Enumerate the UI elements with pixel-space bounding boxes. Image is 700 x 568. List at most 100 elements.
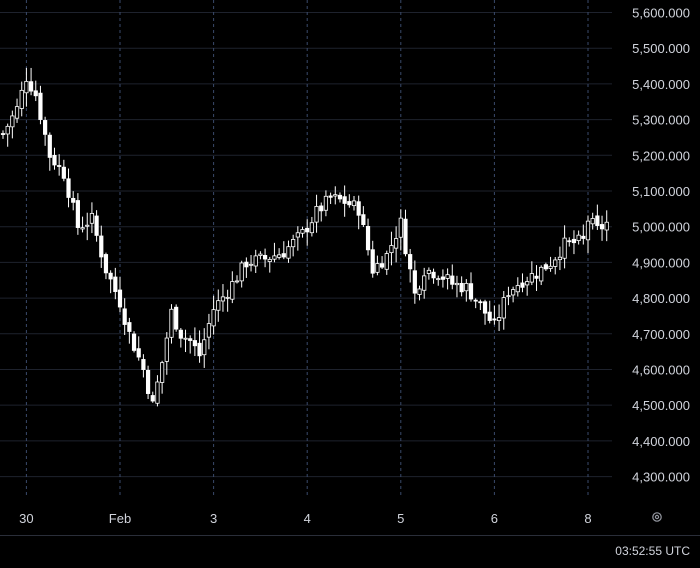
x-tick-label: 6 xyxy=(491,511,498,526)
candle-body xyxy=(225,296,230,299)
candle-body xyxy=(482,301,488,314)
candle-body xyxy=(333,194,338,197)
candle-body xyxy=(403,218,408,255)
candle xyxy=(80,216,85,233)
utc-clock[interactable]: 03:52:55 UTC xyxy=(615,544,690,558)
candle-body xyxy=(319,205,324,212)
candle-body xyxy=(122,308,127,325)
candle xyxy=(604,210,609,242)
candle xyxy=(14,98,20,123)
candle-body xyxy=(412,270,417,294)
candle-body xyxy=(595,215,600,226)
candle-body xyxy=(295,232,300,238)
candle-body xyxy=(43,120,48,135)
y-tick-label: 5,400.000 xyxy=(632,77,690,92)
candle-body xyxy=(431,271,436,279)
candle-body xyxy=(356,201,361,216)
candle-body xyxy=(262,255,268,260)
candle-body xyxy=(183,337,188,340)
candle-body xyxy=(389,245,394,254)
candle xyxy=(141,354,146,378)
candle-body xyxy=(47,134,52,158)
candle xyxy=(365,218,371,256)
y-tick-label: 4,400.000 xyxy=(632,434,690,449)
candle xyxy=(291,234,296,257)
candle-body xyxy=(375,263,380,273)
candle xyxy=(145,365,151,400)
candle-body xyxy=(239,262,244,282)
candle-body xyxy=(272,255,277,260)
candle-body xyxy=(206,323,212,338)
candle-body xyxy=(590,218,595,225)
candle xyxy=(188,335,193,354)
candle-body xyxy=(342,196,347,204)
candle xyxy=(216,289,221,322)
candle xyxy=(94,210,99,242)
candle-body xyxy=(473,299,478,302)
candle-body xyxy=(80,227,85,230)
candle xyxy=(333,186,338,205)
candle xyxy=(202,328,207,368)
candle xyxy=(398,209,403,251)
candle-body xyxy=(291,239,296,248)
candle xyxy=(426,267,431,280)
candle xyxy=(57,154,62,176)
candlestick-chart[interactable]: 5,600.000 5,500.000 5,400.000 5,300.000 5,20… xyxy=(0,0,700,535)
candle xyxy=(38,85,43,125)
candle xyxy=(459,276,464,297)
candle-body xyxy=(127,322,132,332)
candle-body xyxy=(515,285,520,293)
candle xyxy=(267,256,272,273)
candle xyxy=(220,284,226,312)
candle xyxy=(117,277,123,313)
candle-body xyxy=(436,278,441,281)
candle-body xyxy=(57,165,62,167)
candle-body xyxy=(599,224,605,230)
candle-body xyxy=(408,254,413,270)
candle-body xyxy=(141,359,146,370)
gear-icon xyxy=(652,512,662,522)
candle xyxy=(370,240,375,278)
candle-body xyxy=(300,229,305,234)
candle-body xyxy=(398,217,403,238)
candle-body xyxy=(496,317,502,322)
candle-body xyxy=(553,259,558,267)
candle-body xyxy=(234,280,240,283)
y-tick-label: 4,700.000 xyxy=(632,327,690,342)
candle-body xyxy=(277,254,282,258)
candle xyxy=(295,226,300,251)
candle-body xyxy=(75,200,80,228)
candle-body xyxy=(38,92,43,120)
y-axis: 5,600.000 5,500.000 5,400.000 5,300.000 5,20… xyxy=(632,5,690,484)
candle-body xyxy=(562,237,567,259)
candle xyxy=(89,202,95,234)
candle-body xyxy=(529,273,534,283)
candle-body xyxy=(450,275,455,285)
candle xyxy=(571,230,577,255)
candle-body xyxy=(440,276,446,280)
candle-body xyxy=(511,289,516,296)
candle-body xyxy=(305,227,310,233)
candle xyxy=(277,248,282,260)
candle xyxy=(487,300,492,324)
candle xyxy=(567,237,572,247)
candle xyxy=(314,194,319,233)
candle-body xyxy=(5,125,10,135)
candle-body xyxy=(454,282,460,286)
candle xyxy=(501,291,506,330)
candle xyxy=(525,276,530,296)
candle xyxy=(468,272,474,302)
candle-body xyxy=(394,238,399,249)
candle xyxy=(520,273,525,293)
candle xyxy=(482,299,488,325)
candle xyxy=(272,242,277,263)
y-tick-label: 4,600.000 xyxy=(632,362,690,377)
candle-body xyxy=(131,333,137,351)
candle xyxy=(417,285,422,301)
candle-body xyxy=(216,300,221,311)
candle-body xyxy=(506,295,511,298)
chart-settings-gear-icon[interactable] xyxy=(650,510,664,524)
candle xyxy=(412,260,417,304)
candle-body xyxy=(487,311,492,321)
candle-body xyxy=(417,288,422,295)
